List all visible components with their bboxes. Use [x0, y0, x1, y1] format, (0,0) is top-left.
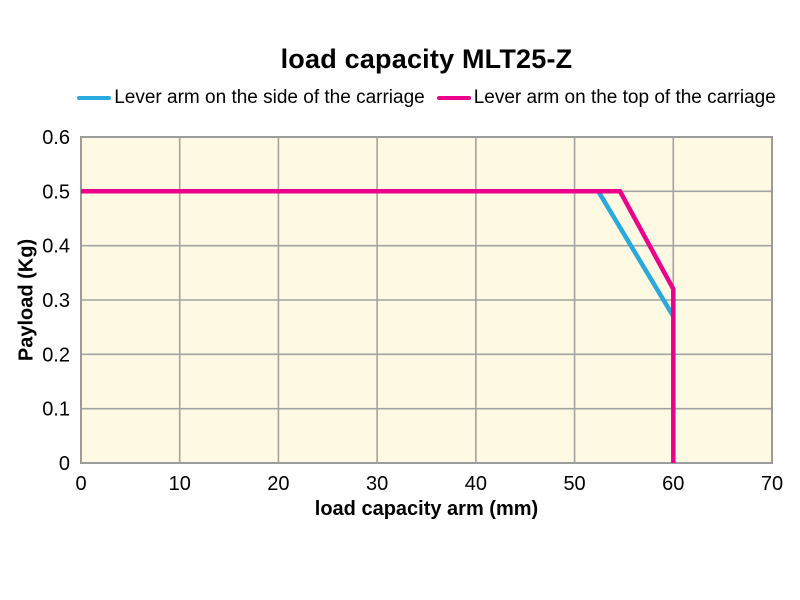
svg-text:0.4: 0.4 [42, 236, 70, 258]
x-tick-labels: 0 10 20 30 40 50 60 70 [75, 473, 783, 495]
y-tick-labels: 0 0.1 0.2 0.3 0.4 0.5 0.6 [42, 127, 70, 475]
x-axis-title: load capacity arm (mm) [314, 498, 539, 520]
chart-title: load capacity MLT25-Z [280, 44, 573, 74]
svg-text:30: 30 [366, 473, 388, 495]
svg-text:60: 60 [662, 473, 684, 495]
svg-text:0: 0 [59, 453, 70, 475]
svg-text:50: 50 [563, 473, 585, 495]
legend-label-top: Lever arm on the top of the carriage [473, 87, 776, 108]
svg-text:0.5: 0.5 [42, 181, 70, 203]
svg-text:0.3: 0.3 [42, 290, 70, 312]
plot-frame [80, 136, 773, 464]
svg-text:40: 40 [465, 473, 487, 495]
y-axis-title: Payload (Kg) [15, 238, 38, 362]
svg-text:0: 0 [75, 473, 86, 495]
series-line-1 [81, 189, 676, 463]
svg-text:10: 10 [169, 473, 191, 495]
svg-text:0.1: 0.1 [42, 399, 70, 421]
legend-swatch-side-icon [77, 95, 112, 101]
svg-text:0.2: 0.2 [42, 344, 70, 366]
legend-label-side: Lever arm on the side of the carriage [114, 87, 425, 108]
svg-text:70: 70 [761, 473, 783, 495]
svg-text:20: 20 [267, 473, 289, 495]
legend-item-side: Lever arm on the side of the carriage [77, 87, 425, 109]
legend: Lever arm on the side of the carriage Le… [77, 87, 776, 109]
legend-item-top: Lever arm on the top of the carriage [436, 87, 776, 109]
svg-text:0.6: 0.6 [42, 127, 70, 149]
legend-swatch-top-icon [436, 95, 471, 101]
